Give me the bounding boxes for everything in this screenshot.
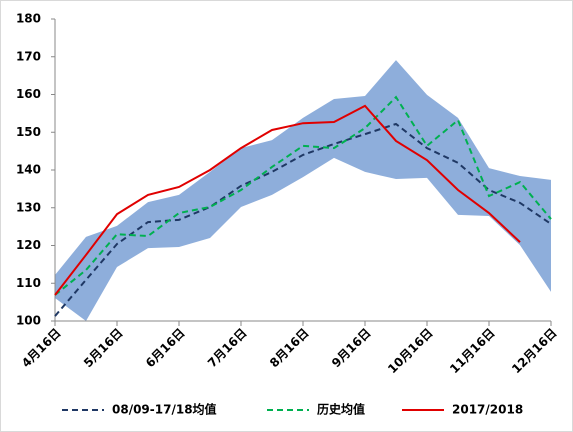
series-line <box>54 122 552 317</box>
series-line <box>54 104 521 296</box>
y-tick-label: 110 <box>16 276 41 290</box>
y-tick-label: 130 <box>16 200 41 214</box>
y-tick-label: 140 <box>16 163 41 177</box>
y-tick-label: 180 <box>16 12 41 26</box>
legend-label: 08/09-17/18均值 <box>112 402 217 417</box>
legend-label: 2017/2018 <box>452 403 523 417</box>
legend-label: 历史均值 <box>317 402 365 417</box>
range-band <box>55 60 551 322</box>
y-tick-label: 150 <box>16 125 41 139</box>
y-tick-label: 120 <box>16 238 41 252</box>
y-tick-label: 100 <box>16 314 41 328</box>
y-tick-label: 160 <box>16 87 41 101</box>
y-tick-label: 170 <box>16 49 41 63</box>
